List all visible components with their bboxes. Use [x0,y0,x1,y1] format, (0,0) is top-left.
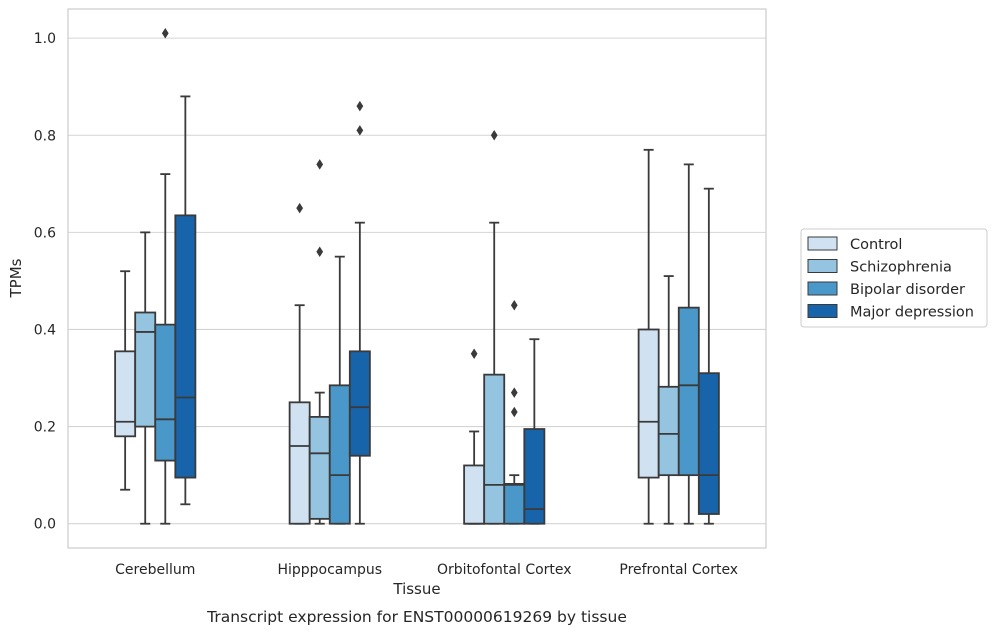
box-body [637,328,660,479]
box-body [677,306,700,477]
box-body [154,323,177,462]
outlier-point [316,246,324,258]
plot-frame [67,8,767,549]
box-body [697,372,720,515]
x-axis-label: Tissue [392,580,440,598]
outlier-point [161,28,169,39]
box-body [657,385,680,477]
legend-label: Bipolar disorder [850,282,965,298]
outlier-point [356,100,364,112]
outlier-point [490,130,498,141]
box-body [114,350,137,438]
y-axis-label: TPMs [7,258,25,298]
box-body [348,350,371,457]
legend: Control Schizophrenia Bipolar disorder Majo… [800,228,988,328]
box-schizophrenia [134,231,157,525]
box-body [523,428,546,525]
box-body [328,384,351,525]
legend-swatch [807,281,838,296]
box-series [114,28,720,525]
outlier-point [470,348,478,360]
legend-label: Control [850,237,902,253]
legend-swatch [807,236,838,251]
box-schizophrenia [483,130,506,525]
box-body [483,373,506,525]
box-body [308,415,331,520]
y-tick-label: 0.8 [34,128,56,144]
box-body [174,214,197,479]
legend-label: Major depression [850,305,974,321]
legend-swatch [807,304,838,318]
box-schizophrenia [308,159,331,525]
box-major-depression [348,100,371,525]
x-tick-label: Cerebellum [115,562,195,578]
outlier-point [510,406,518,418]
outlier-point [296,202,304,214]
x-tick-label: Prefrontal Cortex [619,562,738,578]
box-body [134,311,157,428]
outlier-point [510,387,518,398]
outlier-point [356,125,364,136]
box-control [288,202,311,525]
box-body [503,483,526,525]
y-tick-label: 0.4 [34,322,56,338]
outlier-point [510,299,518,311]
box-body [463,464,486,525]
box-bipolar-disorder [503,299,526,525]
outlier-point [316,159,324,170]
box-bipolar-disorder [154,28,177,525]
box-major-depression [523,338,546,525]
box-control [114,270,137,491]
y-tick-label: 0.0 [34,517,56,533]
box-body [288,401,311,525]
tick-labels: 0.0 0.2 0.4 0.6 0.8 1.0 Cerebellum Hipppocampus… [34,31,738,578]
y-tick-label: 1.0 [34,31,56,47]
box-major-depression [174,95,197,506]
y-tick-label: 0.2 [34,420,56,436]
x-tick-label: Hipppocampus [277,562,382,578]
box-major-depression [697,187,720,525]
legend-swatch [807,259,838,273]
legend-label: Schizophrenia [850,260,952,276]
chart-caption: Transcript expression for ENST0000061926… [206,608,627,626]
box-bipolar-disorder [677,163,700,525]
x-tick-label: Orbitofontal Cortex [437,562,572,578]
y-tick-label: 0.6 [34,225,56,241]
legend-frame [800,228,988,328]
